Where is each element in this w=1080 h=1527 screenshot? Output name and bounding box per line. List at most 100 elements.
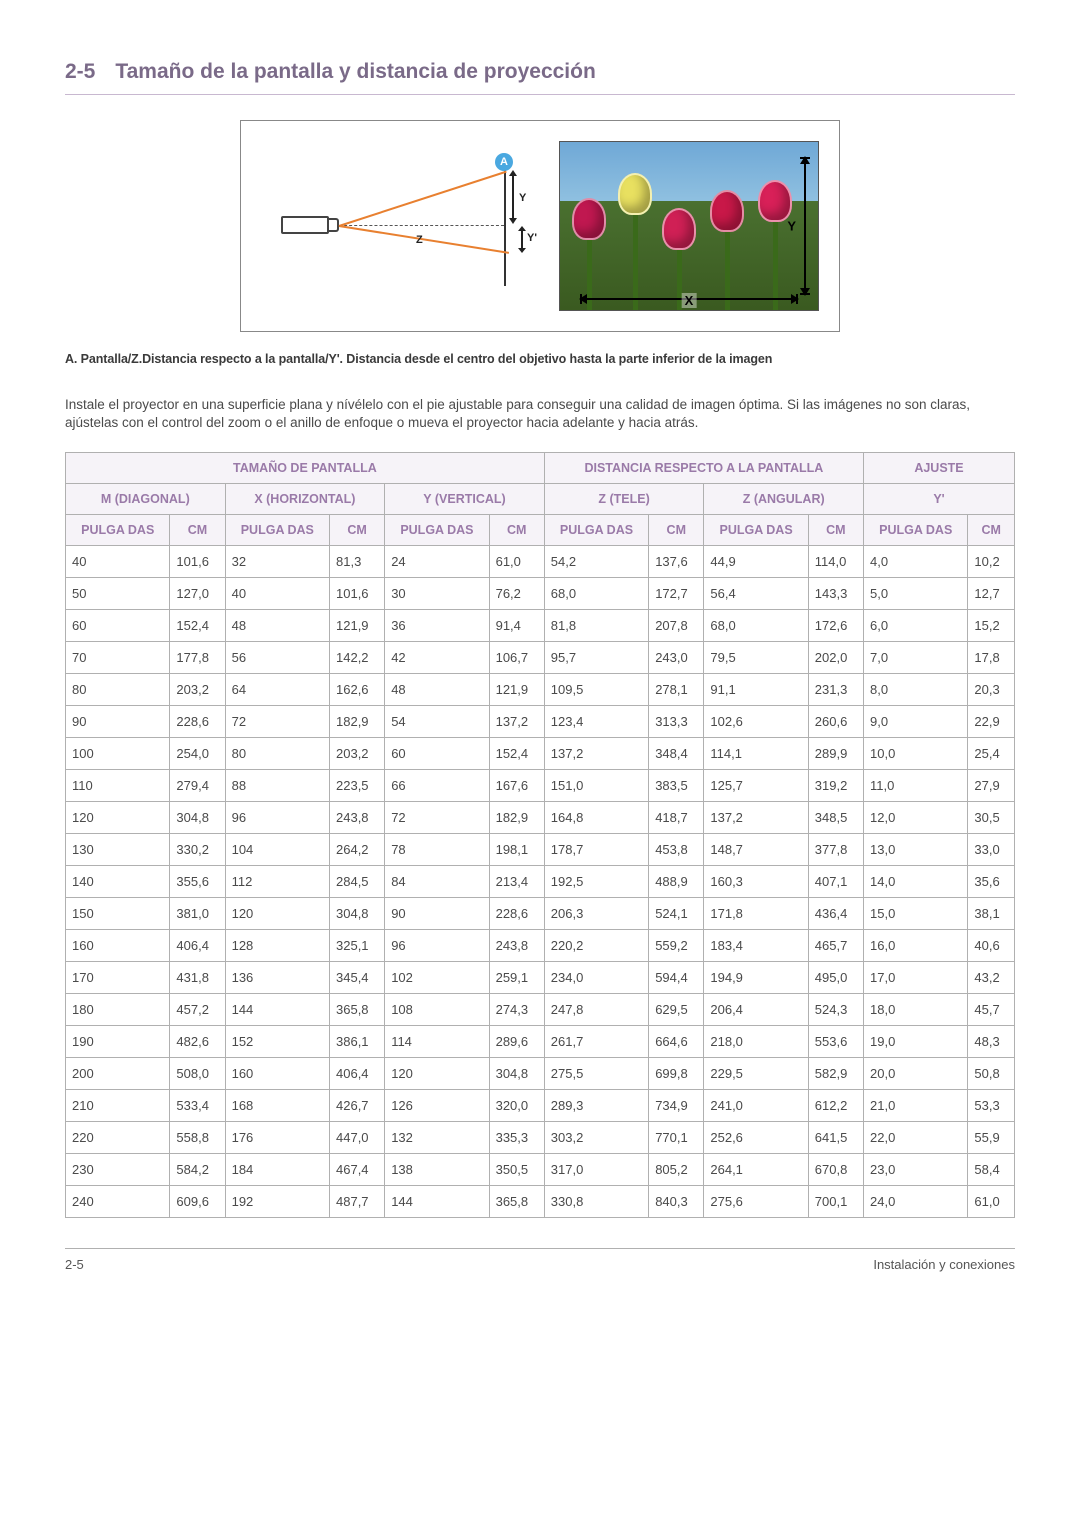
table-cell: 406,4 xyxy=(170,930,225,962)
table-cell: 264,1 xyxy=(704,1154,808,1186)
table-cell: 68,0 xyxy=(544,578,648,610)
table-cell: 553,6 xyxy=(808,1026,863,1058)
table-cell: 54,2 xyxy=(544,546,648,578)
table-cell: 213,4 xyxy=(489,866,544,898)
table-cell: 230 xyxy=(66,1154,170,1186)
table-cell: 80 xyxy=(66,674,170,706)
table-cell: 641,5 xyxy=(808,1122,863,1154)
z-label: Z xyxy=(416,234,423,246)
table-cell: 125,7 xyxy=(704,770,808,802)
table-cell: 365,8 xyxy=(330,994,385,1026)
tulip-icon xyxy=(758,180,792,310)
table-row: 150381,0120304,890228,6206,3524,1171,843… xyxy=(66,898,1015,930)
table-cell: 345,4 xyxy=(330,962,385,994)
table-cell: 137,2 xyxy=(489,706,544,738)
table-cell: 206,4 xyxy=(704,994,808,1026)
table-cell: 457,2 xyxy=(170,994,225,1026)
table-cell: 383,5 xyxy=(649,770,704,802)
table-cell: 162,6 xyxy=(330,674,385,706)
mid-header: Z (ANGULAR) xyxy=(704,484,864,515)
footer-left: 2-5 xyxy=(65,1257,84,1272)
table-cell: 495,0 xyxy=(808,962,863,994)
table-cell: 114,0 xyxy=(808,546,863,578)
y-arrow-up xyxy=(509,170,517,176)
table-cell: 132 xyxy=(385,1122,489,1154)
beam-upper xyxy=(339,171,507,227)
table-cell: 260,6 xyxy=(808,706,863,738)
unit-header: CM xyxy=(330,515,385,546)
y-label: Y xyxy=(519,192,526,204)
table-cell: 13,0 xyxy=(864,834,968,866)
table-head: TAMAÑO DE PANTALLADISTANCIA RESPECTO A L… xyxy=(66,453,1015,546)
table-cell: 558,8 xyxy=(170,1122,225,1154)
table-cell: 243,8 xyxy=(330,802,385,834)
table-cell: 582,9 xyxy=(808,1058,863,1090)
table-cell: 559,2 xyxy=(649,930,704,962)
group-header: AJUSTE xyxy=(864,453,1015,484)
table-cell: 96 xyxy=(385,930,489,962)
table-cell: 56 xyxy=(225,642,329,674)
table-cell: 130 xyxy=(66,834,170,866)
table-cell: 254,0 xyxy=(170,738,225,770)
table-cell: 377,8 xyxy=(808,834,863,866)
table-cell: 61,0 xyxy=(968,1186,1015,1218)
table-cell: 137,2 xyxy=(704,802,808,834)
group-header-row: TAMAÑO DE PANTALLADISTANCIA RESPECTO A L… xyxy=(66,453,1015,484)
unit-header: CM xyxy=(968,515,1015,546)
table-cell: 770,1 xyxy=(649,1122,704,1154)
table-cell: 304,8 xyxy=(170,802,225,834)
table-row: 190482,6152386,1114289,6261,7664,6218,05… xyxy=(66,1026,1015,1058)
sample-image: X Y xyxy=(559,141,819,311)
table-cell: 40 xyxy=(225,578,329,610)
table-cell: 70 xyxy=(66,642,170,674)
group-header: DISTANCIA RESPECTO A LA PANTALLA xyxy=(544,453,863,484)
table-row: 210533,4168426,7126320,0289,3734,9241,06… xyxy=(66,1090,1015,1122)
table-cell: 533,4 xyxy=(170,1090,225,1122)
table-cell: 45,7 xyxy=(968,994,1015,1026)
table-cell: 279,4 xyxy=(170,770,225,802)
table-cell: 25,4 xyxy=(968,738,1015,770)
table-cell: 81,3 xyxy=(330,546,385,578)
table-cell: 150 xyxy=(66,898,170,930)
table-row: 240609,6192487,7144365,8330,8840,3275,67… xyxy=(66,1186,1015,1218)
table-cell: 304,8 xyxy=(489,1058,544,1090)
table-cell: 524,1 xyxy=(649,898,704,930)
table-cell: 126 xyxy=(385,1090,489,1122)
table-cell: 303,2 xyxy=(544,1122,648,1154)
table-cell: 24 xyxy=(385,546,489,578)
table-cell: 32 xyxy=(225,546,329,578)
unit-header: CM xyxy=(489,515,544,546)
tulip-icon xyxy=(618,173,652,310)
table-cell: 72 xyxy=(385,802,489,834)
table-cell: 418,7 xyxy=(649,802,704,834)
table-cell: 317,0 xyxy=(544,1154,648,1186)
table-cell: 95,7 xyxy=(544,642,648,674)
mid-header: Y' xyxy=(864,484,1015,515)
table-cell: 482,6 xyxy=(170,1026,225,1058)
table-cell: 10,0 xyxy=(864,738,968,770)
table-cell: 275,5 xyxy=(544,1058,648,1090)
table-cell: 330,8 xyxy=(544,1186,648,1218)
table-cell: 192 xyxy=(225,1186,329,1218)
table-cell: 407,1 xyxy=(808,866,863,898)
table-cell: 14,0 xyxy=(864,866,968,898)
table-cell: 10,2 xyxy=(968,546,1015,578)
table-cell: 406,4 xyxy=(330,1058,385,1090)
table-cell: 319,2 xyxy=(808,770,863,802)
yp-label: Y' xyxy=(527,232,537,244)
table-cell: 152,4 xyxy=(489,738,544,770)
table-cell: 508,0 xyxy=(170,1058,225,1090)
table-cell: 194,9 xyxy=(704,962,808,994)
table-cell: 112 xyxy=(225,866,329,898)
y-dim-line xyxy=(512,172,514,222)
table-cell: 142,2 xyxy=(330,642,385,674)
table-cell: 612,2 xyxy=(808,1090,863,1122)
table-cell: 234,0 xyxy=(544,962,648,994)
table-cell: 220,2 xyxy=(544,930,648,962)
table-cell: 176 xyxy=(225,1122,329,1154)
table-cell: 43,2 xyxy=(968,962,1015,994)
table-cell: 699,8 xyxy=(649,1058,704,1090)
projector-diagram: A Z Y Y' xyxy=(261,156,541,296)
table-cell: 120 xyxy=(385,1058,489,1090)
center-axis xyxy=(339,225,504,226)
